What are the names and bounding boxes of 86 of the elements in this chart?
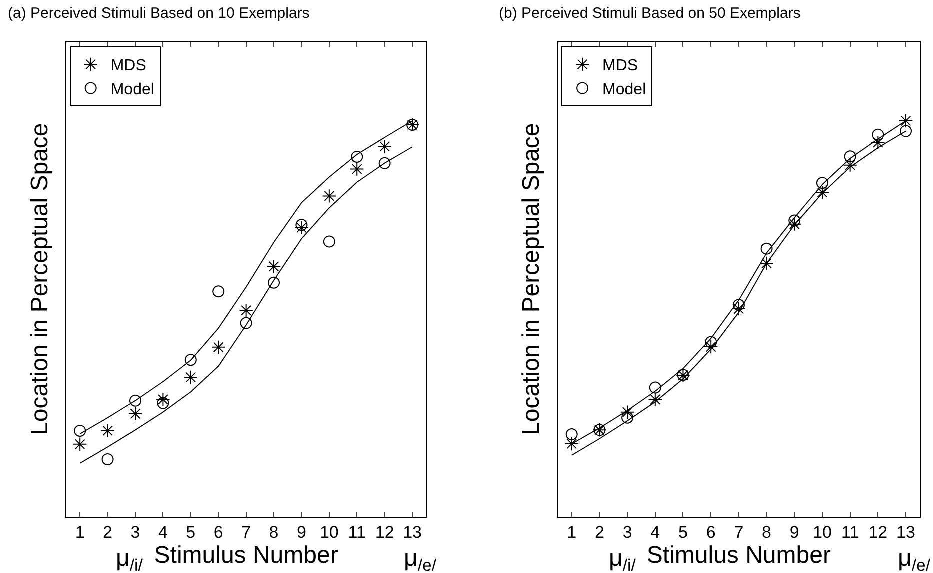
point	[760, 256, 774, 271]
x-tick-label: 1	[75, 523, 85, 542]
x-tick-label: 7	[734, 523, 744, 542]
x-tick-label: 2	[103, 523, 113, 542]
point	[815, 186, 830, 200]
legend-label: Model	[602, 82, 646, 99]
point	[900, 125, 912, 138]
point	[266, 260, 282, 274]
point	[378, 157, 391, 170]
point	[704, 340, 718, 354]
y-axis-title: Location in Perceptual Space	[26, 123, 54, 436]
x-axis-title: Stimulus Number	[154, 542, 338, 570]
point	[732, 302, 746, 316]
y-axis-title: Location in Perceptual Space	[518, 123, 546, 436]
x-tick-label: 8	[762, 523, 772, 542]
legend-label: MDS	[602, 58, 638, 75]
x-tick-label: 4	[158, 523, 168, 542]
point	[732, 299, 745, 312]
point	[648, 392, 662, 407]
point	[294, 220, 309, 235]
point	[620, 405, 635, 420]
point	[72, 437, 88, 452]
legend-label: MDS	[110, 58, 146, 75]
point	[649, 382, 662, 394]
x-tick-label: 9	[790, 523, 800, 542]
x-tick-label: 7	[242, 523, 252, 542]
x-tick-label: 13	[896, 523, 916, 542]
point	[322, 189, 337, 204]
point	[843, 158, 858, 172]
point	[705, 336, 718, 348]
chart-title: (b) Perceived Stimuli Based on 50 Exemplars	[499, 5, 801, 22]
point	[184, 354, 197, 366]
text: μ$_{/e/}$	[404, 545, 437, 573]
point	[872, 128, 884, 141]
x-tick-label: 3	[130, 523, 140, 542]
point	[184, 370, 198, 385]
point	[898, 114, 914, 128]
point	[816, 177, 828, 190]
x-tick-label: 12	[375, 523, 394, 542]
point	[128, 406, 143, 422]
point	[350, 162, 364, 176]
x-tick-label: 13	[403, 523, 422, 542]
point	[130, 394, 142, 407]
text: μ$_{/e/}$	[898, 545, 931, 573]
x-tick-label: 6	[214, 523, 224, 542]
point	[760, 242, 773, 255]
point	[100, 424, 115, 438]
point	[296, 219, 308, 232]
x-tick-label: 6	[706, 523, 716, 542]
x-tick-label: 11	[348, 523, 366, 542]
x-tick-label: 5	[186, 523, 196, 542]
x-tick-label: 1	[567, 523, 577, 542]
x-tick-label: 4	[650, 523, 660, 542]
x-tick-label: 8	[269, 523, 279, 542]
point	[239, 304, 254, 318]
point	[564, 436, 579, 452]
text: μ$_{/i/}$	[609, 545, 636, 573]
point	[323, 236, 336, 248]
x-tick-label: 10	[813, 523, 832, 542]
x-tick-label: 11	[841, 523, 860, 542]
point	[240, 317, 252, 330]
point	[844, 150, 856, 163]
chart-title: (a) Perceived Stimuli Based on 10 Exemplars	[8, 5, 310, 22]
point	[566, 428, 578, 441]
point	[102, 453, 114, 466]
x-axis-title: Stimulus Number	[646, 542, 831, 570]
point	[871, 136, 886, 150]
x-tick-label: 9	[296, 523, 306, 542]
point	[74, 424, 86, 437]
point	[212, 286, 225, 298]
point	[156, 392, 170, 407]
point	[268, 276, 280, 289]
point	[157, 397, 170, 410]
point	[351, 151, 364, 164]
x-tick-label: 2	[594, 523, 604, 542]
point	[622, 412, 634, 424]
text: μ$_{/i/}$	[116, 545, 144, 573]
x-tick-label: 12	[868, 523, 888, 542]
point	[788, 217, 802, 232]
x-tick-label: 10	[320, 523, 339, 542]
point	[788, 214, 801, 227]
x-tick-label: 5	[678, 523, 688, 542]
point	[212, 340, 226, 355]
point	[378, 140, 392, 154]
legend-label: Model	[110, 82, 154, 99]
x-tick-label: 3	[622, 523, 632, 542]
